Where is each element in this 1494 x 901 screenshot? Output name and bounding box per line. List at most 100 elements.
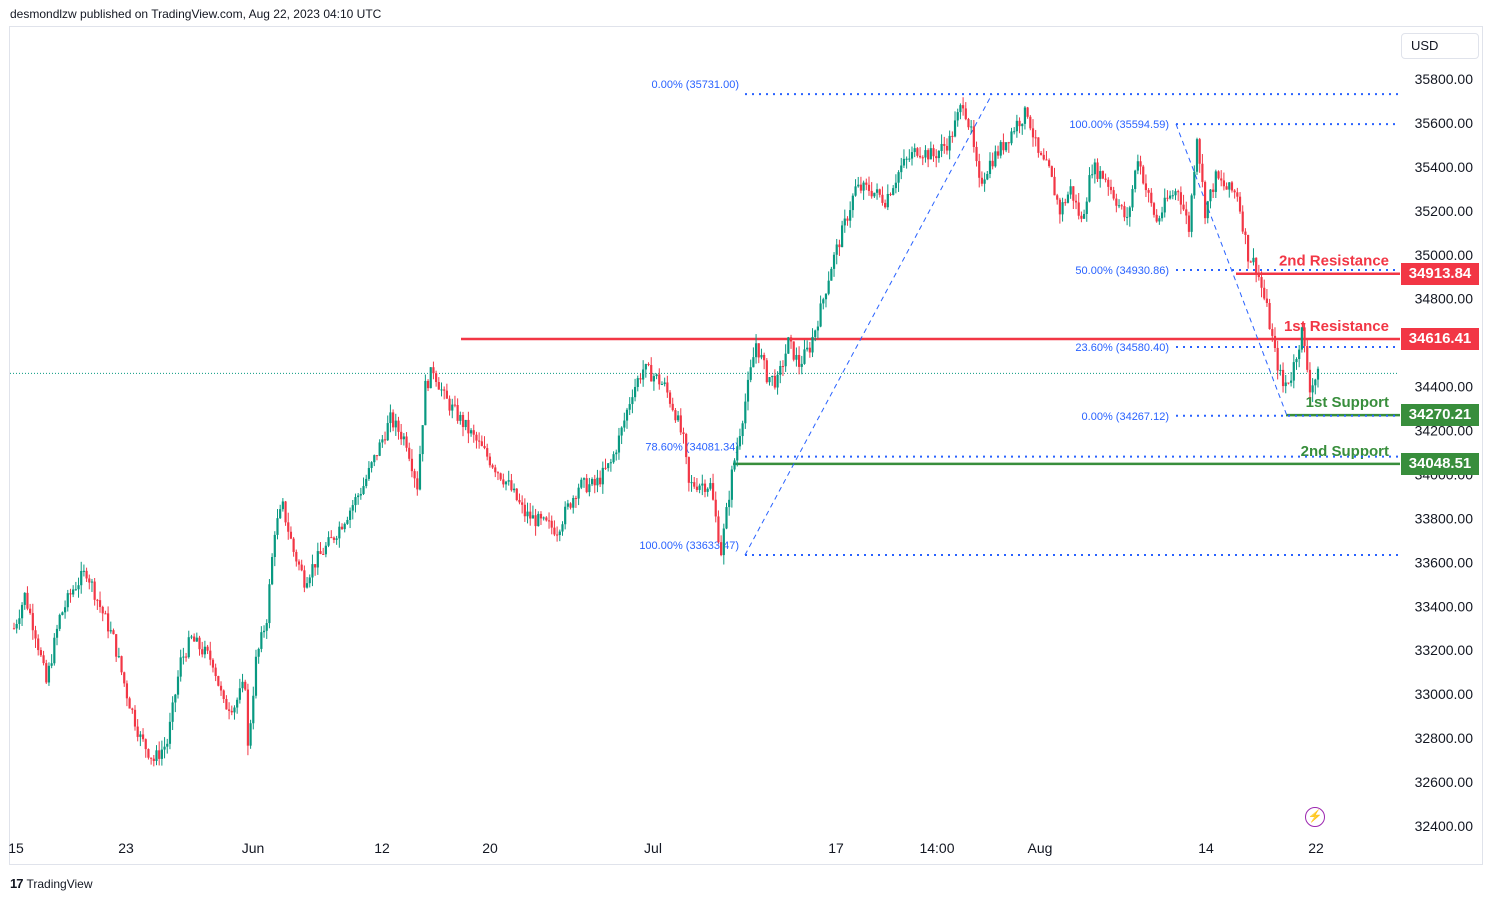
candle-body <box>53 637 56 664</box>
candle-body <box>865 182 868 185</box>
footer-brand[interactable]: 17 TradingView <box>10 876 93 891</box>
candle-body <box>117 656 120 658</box>
x-tick-label: Jul <box>644 840 662 856</box>
candle-body <box>806 347 809 350</box>
candle-body <box>1214 171 1217 192</box>
candle-body <box>1195 139 1199 172</box>
y-tick-label: 33800.00 <box>1415 510 1474 526</box>
candle-body <box>308 577 311 584</box>
candle-body <box>1064 202 1067 204</box>
candle-body <box>69 593 72 595</box>
candle-body <box>1010 131 1013 144</box>
candle-body <box>1249 261 1252 263</box>
candle-body <box>1142 166 1145 184</box>
candle-body <box>752 357 755 368</box>
y-tick-label: 35000.00 <box>1415 247 1474 263</box>
candle-body <box>644 364 647 370</box>
candle-body <box>88 578 91 583</box>
candle-body <box>1002 142 1005 151</box>
fib-level-label: 78.60% (34081.34) <box>645 442 739 454</box>
candle-body <box>636 378 639 387</box>
candle-body <box>72 589 75 595</box>
candle-body <box>663 382 666 385</box>
candle-body <box>499 473 502 480</box>
candle-body <box>77 585 80 590</box>
candle-body <box>585 478 588 493</box>
candle-body <box>85 570 88 579</box>
resistance-level-name: 1st Resistance <box>1284 318 1389 335</box>
candle-body <box>617 435 621 453</box>
y-tick-label: 34800.00 <box>1415 291 1474 307</box>
candle-body <box>736 446 739 461</box>
candle-body <box>351 505 354 511</box>
candle-body <box>252 695 255 724</box>
candle-body <box>1295 359 1298 363</box>
candle-body <box>679 415 682 433</box>
candle-body <box>711 483 715 500</box>
candle-body <box>569 503 572 508</box>
currency-selector[interactable]: USD <box>1401 33 1479 59</box>
candle-body <box>1018 120 1021 127</box>
candle-body <box>1314 379 1317 386</box>
candle-body <box>456 405 459 421</box>
candle-body <box>676 415 680 421</box>
candle-body <box>348 510 352 520</box>
candle-body <box>295 551 298 562</box>
candle-body <box>268 584 271 624</box>
candle-body <box>39 650 42 656</box>
candle-body <box>693 482 696 487</box>
candle-body <box>322 553 325 555</box>
candle-body <box>999 142 1002 156</box>
candle-body <box>198 637 201 650</box>
candle-body <box>47 665 51 683</box>
candle-body <box>564 506 567 525</box>
candle-body <box>314 564 317 568</box>
candle-body <box>991 160 994 167</box>
candle-body <box>1201 163 1204 182</box>
candle-body <box>556 534 559 536</box>
candle-body <box>717 516 720 543</box>
candle-body <box>1107 179 1110 187</box>
candle-body <box>448 398 451 411</box>
candle-body <box>416 478 419 490</box>
candle-body <box>722 528 725 556</box>
candle-body <box>1276 347 1279 371</box>
candle-body <box>733 460 736 470</box>
candle-body <box>943 143 946 146</box>
candle-body <box>150 757 153 759</box>
candle-body <box>324 545 327 555</box>
candle-body <box>754 343 758 358</box>
candle-body <box>1045 159 1048 161</box>
candle-body <box>394 420 397 428</box>
candle-body <box>155 750 158 762</box>
candle-body <box>1263 287 1266 299</box>
candle-body <box>658 374 661 385</box>
candle-body <box>639 378 642 380</box>
candle-body <box>443 389 446 391</box>
candle-body <box>531 515 535 519</box>
candle-body <box>1177 191 1180 193</box>
candle-body <box>908 158 911 160</box>
candle-body <box>816 326 820 331</box>
candle-body <box>593 478 596 486</box>
candle-body <box>1117 205 1121 207</box>
candle-body <box>1303 327 1306 347</box>
candle-body <box>82 570 86 572</box>
candle-body <box>426 380 430 389</box>
candle-body <box>1290 380 1293 383</box>
candle-body <box>803 349 806 364</box>
lightning-icon[interactable]: ⚡ <box>1305 807 1325 827</box>
x-tick-label: 14 <box>1198 840 1214 856</box>
candle-body <box>1185 209 1188 216</box>
candle-body <box>545 517 548 521</box>
footer-brand-name: TradingView <box>26 876 93 891</box>
candle-body <box>1058 199 1061 215</box>
candle-body <box>510 480 513 491</box>
x-tick-label: 22 <box>1308 840 1324 856</box>
candle-body <box>577 487 580 499</box>
candle-body <box>967 119 970 128</box>
candle-body <box>1099 171 1102 179</box>
candle-body <box>340 526 344 530</box>
candle-body <box>666 382 669 393</box>
